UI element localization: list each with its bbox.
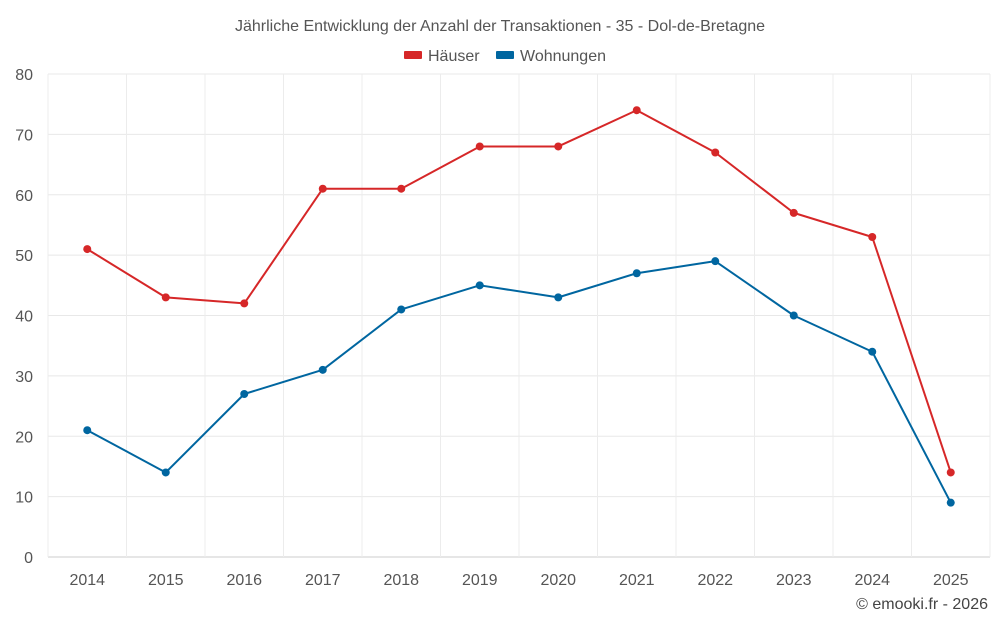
x-tick-label: 2022 [697, 572, 733, 589]
x-tick-label: 2024 [854, 572, 890, 589]
y-axis: 0 10 20 30 40 50 60 70 80 [15, 67, 33, 567]
y-tick-label: 0 [24, 550, 33, 567]
data-point[interactable] [946, 468, 955, 477]
series-line-1 [86, 260, 952, 504]
data-point[interactable] [789, 311, 798, 320]
data-point[interactable] [83, 426, 92, 435]
x-tick-label: 2021 [619, 572, 655, 589]
data-point[interactable] [946, 498, 955, 507]
x-tick-label: 2015 [148, 572, 184, 589]
x-tick-label: 2020 [540, 572, 576, 589]
legend-item[interactable]: Wohnungen [496, 48, 606, 65]
y-tick-label: 50 [15, 248, 33, 265]
data-point[interactable] [318, 184, 327, 193]
chart-title: Jährliche Entwicklung der Anzahl der Tra… [235, 18, 765, 35]
legend-swatch [496, 51, 514, 59]
y-tick-label: 40 [15, 309, 33, 326]
x-tick-label: 2014 [69, 572, 105, 589]
x-axis: 2014 2015 2016 2017 2018 2019 2020 2021 2022 2023… [69, 572, 968, 589]
data-point[interactable] [868, 347, 877, 356]
x-tick-label: 2016 [226, 572, 262, 589]
data-point[interactable] [397, 305, 406, 314]
data-point[interactable] [240, 389, 249, 398]
data-point[interactable] [789, 208, 798, 217]
y-tick-label: 70 [15, 127, 33, 144]
y-tick-label: 30 [15, 369, 33, 386]
y-tick-label: 20 [15, 429, 33, 446]
series-line-0 [86, 109, 952, 473]
data-point[interactable] [161, 293, 170, 302]
grid [47, 73, 991, 558]
y-tick-label: 60 [15, 188, 33, 205]
x-tick-label: 2018 [383, 572, 419, 589]
credit-text: © emooki.fr - 2026 [856, 596, 988, 613]
data-point[interactable] [161, 468, 170, 477]
x-tick-label: 2025 [933, 572, 969, 589]
x-tick-label: 2019 [462, 572, 498, 589]
data-point[interactable] [240, 299, 249, 308]
data-point[interactable] [554, 142, 563, 151]
x-tick-label: 2023 [776, 572, 812, 589]
legend-item[interactable]: Häuser [404, 48, 480, 65]
data-point[interactable] [475, 142, 484, 151]
series-group [83, 106, 955, 507]
data-point[interactable] [318, 365, 327, 374]
legend: Häuser Wohnungen [404, 48, 606, 65]
data-point[interactable] [554, 293, 563, 302]
data-point[interactable] [868, 233, 877, 242]
y-tick-label: 10 [15, 490, 33, 507]
legend-swatch [404, 51, 422, 59]
data-point[interactable] [711, 257, 720, 266]
data-point[interactable] [632, 106, 641, 115]
data-point[interactable] [475, 281, 484, 290]
data-point[interactable] [397, 184, 406, 193]
data-point[interactable] [711, 148, 720, 157]
x-tick-label: 2017 [305, 572, 341, 589]
data-point[interactable] [632, 269, 641, 278]
legend-label: Häuser [428, 48, 480, 65]
legend-label: Wohnungen [520, 48, 606, 65]
y-tick-label: 80 [15, 67, 33, 84]
data-point[interactable] [83, 245, 92, 254]
